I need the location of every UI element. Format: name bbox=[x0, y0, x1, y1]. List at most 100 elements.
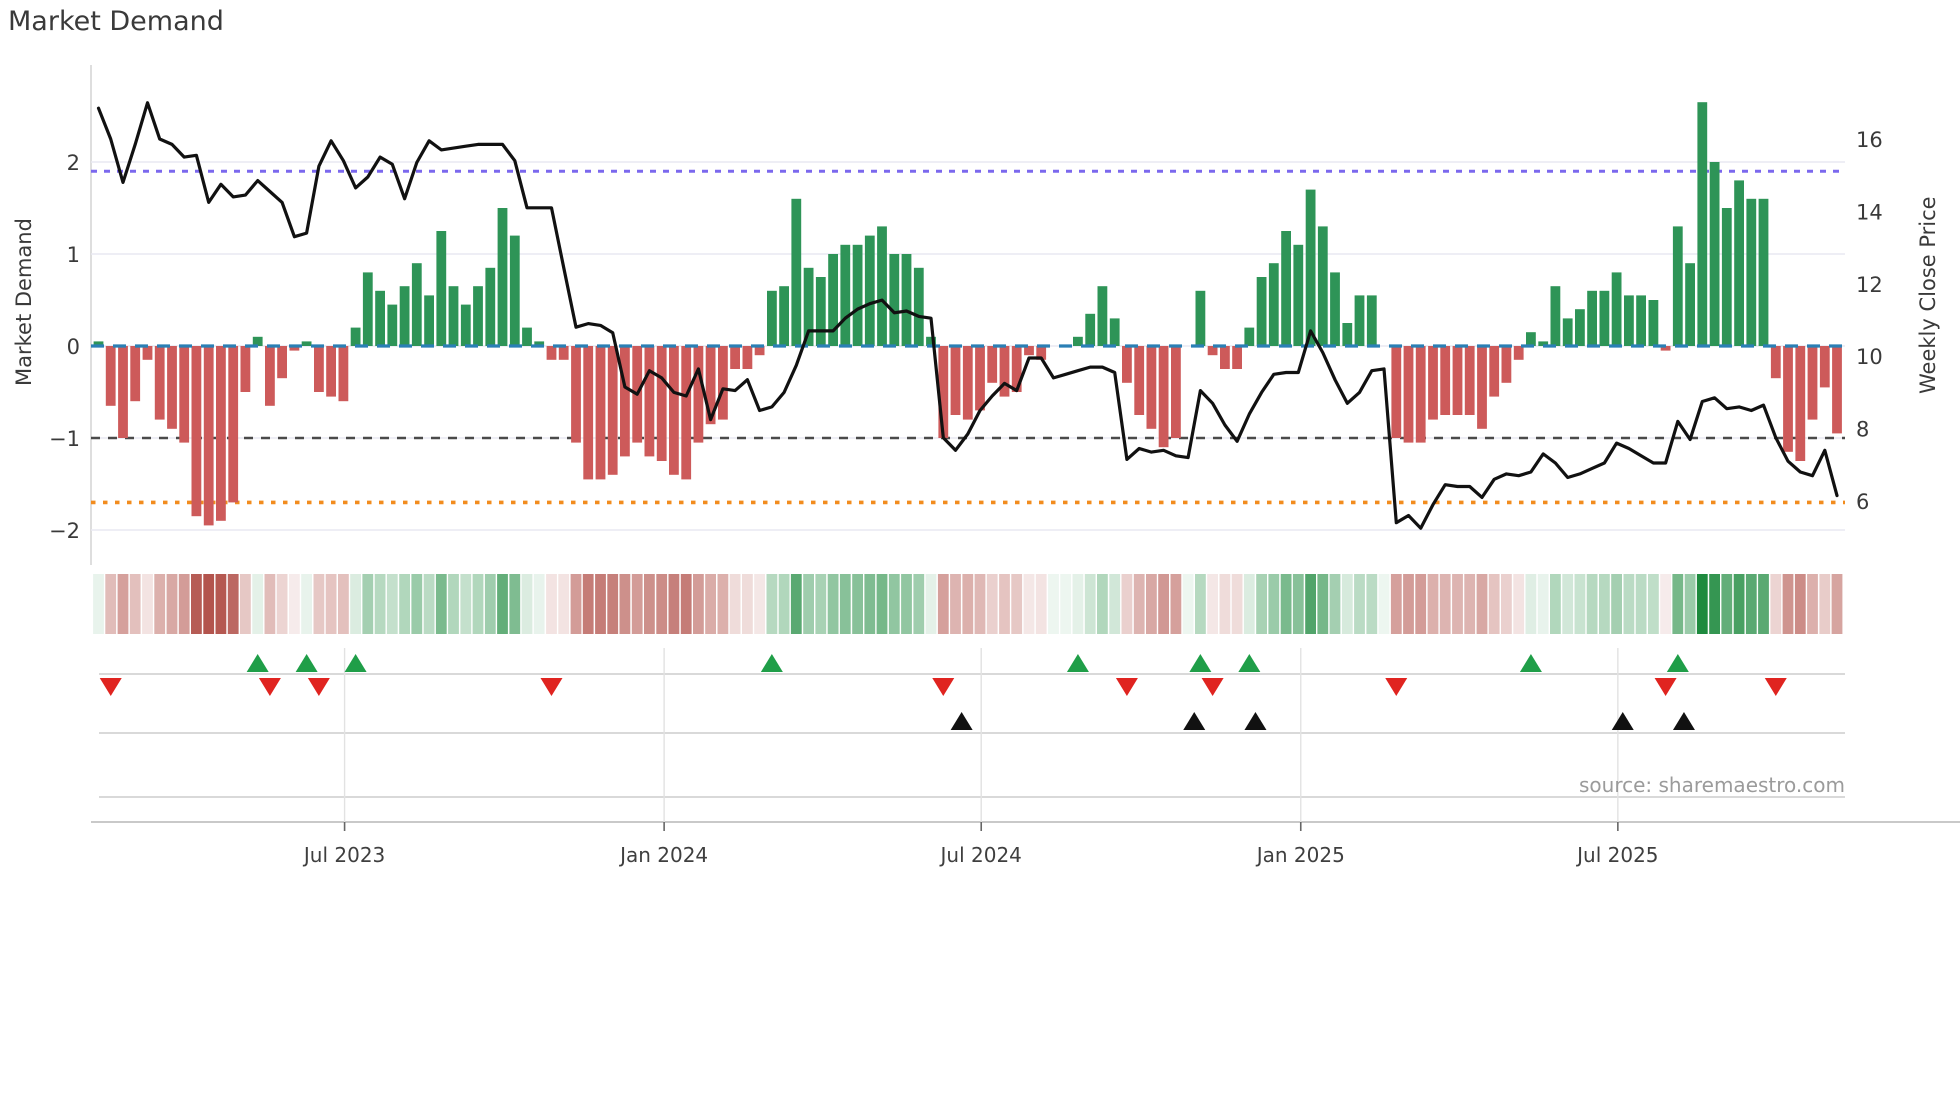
demand-bar bbox=[105, 346, 116, 406]
demand-bar bbox=[1428, 346, 1438, 420]
heatmap-cell bbox=[1721, 574, 1733, 634]
demand-bar bbox=[448, 286, 459, 346]
flip-down-marker bbox=[1654, 678, 1677, 696]
demand-bar bbox=[681, 346, 692, 480]
right-axis-tick: 12 bbox=[1856, 273, 1883, 297]
heatmap-cell bbox=[717, 574, 729, 634]
flip-down-marker bbox=[1764, 678, 1787, 696]
demand-bar bbox=[1513, 346, 1524, 360]
heatmap-cell bbox=[1745, 574, 1757, 634]
demand-bar bbox=[1734, 180, 1744, 346]
heatmap-cell bbox=[1219, 574, 1231, 634]
heatmap-cell bbox=[105, 574, 117, 634]
flip-down-marker bbox=[307, 678, 330, 696]
heatmap-cell bbox=[1415, 574, 1427, 634]
demand-bar bbox=[1171, 346, 1181, 438]
demand-bar bbox=[1085, 313, 1096, 346]
heatmap-cell bbox=[1623, 574, 1635, 634]
weekly-close-line bbox=[96, 101, 1839, 530]
right-axis-tick: 16 bbox=[1856, 128, 1883, 152]
heatmap-cell bbox=[313, 574, 325, 634]
demand-bar bbox=[583, 346, 594, 480]
demand-bar bbox=[815, 277, 826, 346]
demand-bar bbox=[546, 346, 557, 360]
demand-bar bbox=[1268, 263, 1279, 346]
demand-bar bbox=[1562, 318, 1573, 346]
heatmap-cell bbox=[680, 574, 692, 634]
heatmap-cell bbox=[570, 574, 582, 634]
demand-bar bbox=[118, 346, 128, 438]
flip-down-marker bbox=[932, 678, 955, 696]
demand-bar bbox=[1832, 346, 1842, 434]
heatmap-cell bbox=[350, 574, 361, 634]
demand-bar bbox=[1440, 346, 1451, 415]
heatmap-cell bbox=[1660, 574, 1671, 634]
heatmap-cell bbox=[852, 574, 863, 634]
heatmap-cell bbox=[509, 574, 521, 634]
left-axis-tick: −2 bbox=[49, 519, 80, 543]
demand-bar bbox=[1526, 332, 1536, 346]
heatmap-cell bbox=[460, 574, 472, 634]
demand-bar bbox=[1611, 272, 1622, 346]
source-text: source: sharemaestro.com bbox=[1579, 773, 1845, 797]
demand-bar bbox=[1036, 346, 1047, 360]
heatmap-cell bbox=[595, 574, 606, 634]
demand-bar bbox=[1195, 290, 1206, 346]
heatmap-cell bbox=[1611, 574, 1622, 634]
demand-bar bbox=[718, 346, 728, 420]
heatmap-cell bbox=[289, 574, 300, 634]
x-axis-tick: Jul 2023 bbox=[302, 843, 385, 867]
heatmap-cell bbox=[1488, 574, 1500, 634]
demand-bar bbox=[571, 346, 581, 443]
heatmap-cell bbox=[154, 574, 166, 634]
demand-bar bbox=[1709, 162, 1720, 346]
demand-bar bbox=[314, 346, 324, 392]
heatmap-cell bbox=[411, 574, 423, 634]
demand-bar bbox=[962, 346, 973, 420]
flip-markers bbox=[99, 654, 1787, 730]
demand-bar bbox=[1134, 346, 1145, 415]
heatmap-cell bbox=[1084, 574, 1096, 634]
demand-bar bbox=[1342, 323, 1353, 346]
demand-bar bbox=[1317, 226, 1328, 346]
demand-bar bbox=[1244, 327, 1255, 346]
x-axis-tick: Jul 2024 bbox=[939, 843, 1022, 867]
demand-bar bbox=[1452, 346, 1463, 415]
demand-bar bbox=[1807, 346, 1818, 420]
demand-bar bbox=[338, 346, 349, 402]
demand-bar bbox=[289, 346, 300, 351]
reference-lines bbox=[91, 169, 1845, 505]
demand-bar bbox=[999, 346, 1010, 397]
demand-bar bbox=[1587, 290, 1597, 346]
demand-bar bbox=[1281, 231, 1291, 346]
heatmap-cell bbox=[913, 574, 925, 634]
heatmap-cell bbox=[1072, 574, 1084, 634]
heatmap-cell bbox=[668, 574, 680, 634]
heatmap-cell bbox=[1672, 574, 1684, 634]
heatmap-cell bbox=[374, 574, 386, 634]
demand-bar bbox=[975, 346, 985, 411]
heatmap-cell bbox=[925, 574, 937, 634]
heatmap-cell bbox=[1709, 574, 1720, 634]
heatmap-cell bbox=[1170, 574, 1182, 634]
heatmap-cell bbox=[974, 574, 986, 634]
heatmap-cell bbox=[1807, 574, 1818, 634]
heatmap-cell bbox=[521, 574, 533, 634]
heatmap-cell bbox=[705, 574, 716, 634]
demand-bar bbox=[558, 346, 569, 360]
heatmap-cell bbox=[1121, 574, 1133, 634]
demand-bar bbox=[1073, 336, 1083, 346]
demand-bar bbox=[460, 304, 471, 346]
demand-bar bbox=[950, 346, 961, 415]
demand-bar bbox=[154, 346, 165, 420]
right-axis-tick: 6 bbox=[1856, 490, 1869, 514]
heatmap-cell bbox=[815, 574, 827, 634]
heatmap-cell bbox=[839, 574, 851, 634]
demand-bar bbox=[203, 346, 214, 526]
flip-up-marker bbox=[1066, 654, 1089, 672]
heatmap-cell bbox=[1268, 574, 1280, 634]
demand-bar bbox=[1146, 346, 1157, 429]
flip-down-marker bbox=[1201, 678, 1224, 696]
page-title: Market Demand bbox=[8, 6, 224, 37]
x-axis-tick: Jan 2024 bbox=[618, 843, 708, 867]
